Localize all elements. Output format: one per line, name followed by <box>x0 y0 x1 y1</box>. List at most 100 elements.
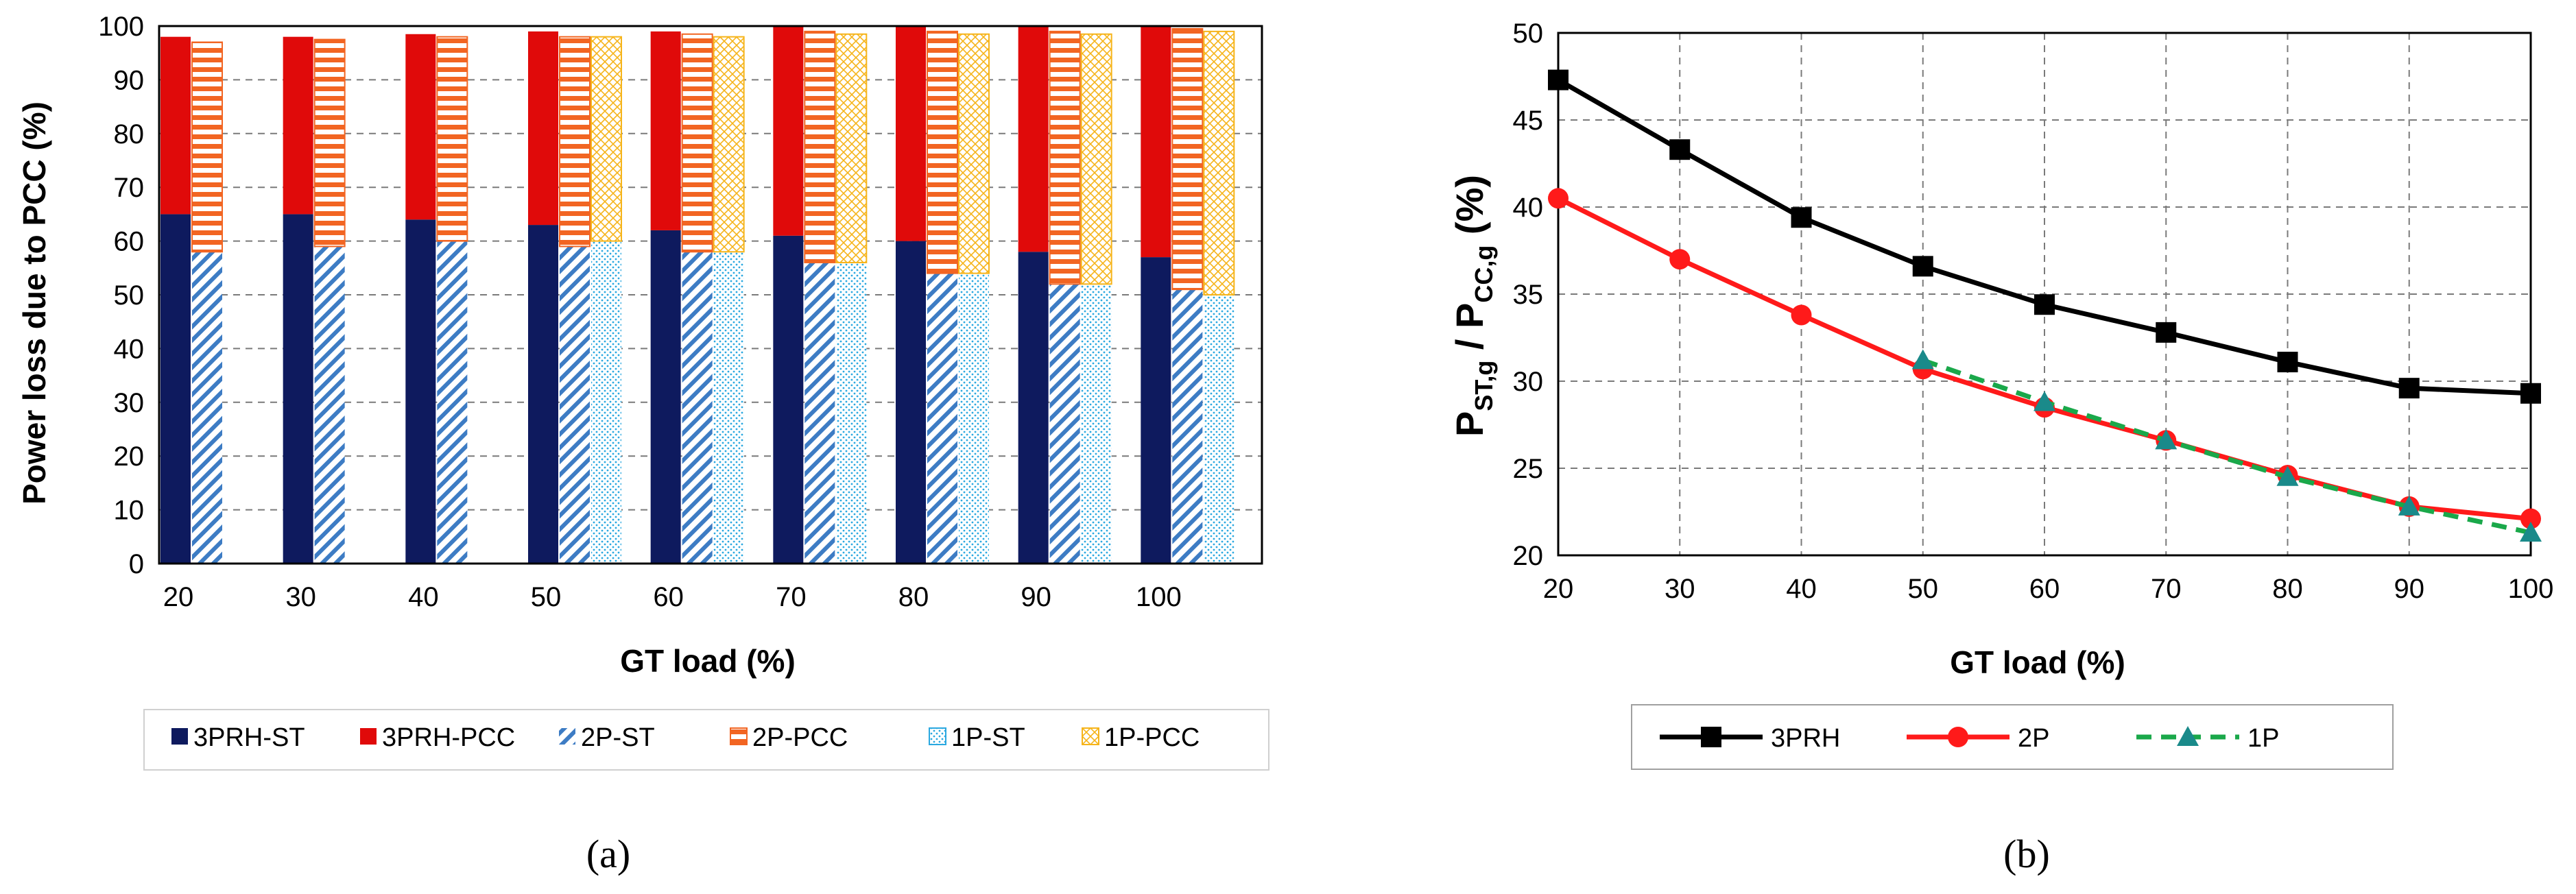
a-x-axis-title: GT load (%) <box>620 643 796 679</box>
b-point-1P-80 <box>2276 466 2299 486</box>
a-legend-swatch-2P-PCC <box>730 727 748 745</box>
a-legend-swatch-1P-ST <box>929 727 946 745</box>
a-legend-label-1P-ST: 1P-ST <box>951 723 1025 752</box>
a-bar-2P-ST-50 <box>560 246 590 564</box>
a-ytick-20: 20 <box>114 442 145 472</box>
a-xtick-60: 60 <box>653 582 684 612</box>
a-bar-3PRH-PCC-80 <box>896 26 926 241</box>
a-bar-2P-PCC-20 <box>191 41 223 253</box>
a-bar-2P-ST-90 <box>1049 284 1080 564</box>
b-ytick-20: 20 <box>1513 541 1544 571</box>
b-ytick-40: 40 <box>1513 193 1544 223</box>
b-xtick-30: 30 <box>1665 574 1695 604</box>
a-bar-2P-PCC-40 <box>436 36 468 242</box>
a-bar-2P-PCC-80 <box>927 30 958 274</box>
b-line-1P <box>1922 358 2531 535</box>
a-bar-1P-PCC-90 <box>1080 33 1112 285</box>
a-bar-3PRH-PCC-20 <box>160 36 191 215</box>
a-bar-1P-PCC-80 <box>958 33 990 274</box>
a-bar-3PRH-ST-60 <box>650 230 681 564</box>
b-plot-frame <box>1557 32 2532 557</box>
b-ytick-45: 45 <box>1513 106 1544 136</box>
a-ytick-0: 0 <box>129 549 144 579</box>
a-bar-3PRH-PCC-50 <box>528 31 558 226</box>
a-bar-2P-ST-60 <box>682 252 713 564</box>
b-point-3PRH-80 <box>2277 352 2298 373</box>
a-ytick-10: 10 <box>114 496 145 526</box>
b-point-3PRH-90 <box>2398 378 2420 399</box>
b-point-1P-60 <box>2034 391 2055 411</box>
a-bar-1P-PCC-50 <box>591 36 622 242</box>
b-ytick-25: 25 <box>1513 454 1544 484</box>
a-legend-swatch-3PRH-ST <box>171 728 188 745</box>
b-legend-label-3PRH: 3PRH <box>1771 724 1840 753</box>
b-panel-label: (b) <box>2003 832 2050 876</box>
a-bar-2P-ST-70 <box>804 262 835 564</box>
a-legend-swatch-2P-ST <box>559 728 575 745</box>
b-ytick-30: 30 <box>1513 367 1544 397</box>
b-point-3PRH-50 <box>1912 256 1933 277</box>
a-tick-labels: 0 10 20 30 40 50 60 70 80 90 100 20 30 40 50 60 70 80 90 10… <box>98 12 1181 612</box>
a-bar-3PRH-ST-20 <box>160 214 191 564</box>
b-ylabel-sub1: ST,g <box>1470 361 1498 411</box>
a-bar-3PRH-ST-40 <box>405 219 436 564</box>
a-legend-label-1P-PCC: 1P-PCC <box>1104 723 1200 752</box>
a-ytick-60: 60 <box>114 227 145 257</box>
b-legend-marker-1P <box>2177 726 2199 746</box>
a-bar-3PRH-PCC-70 <box>773 26 804 236</box>
b-point-2P-20 <box>1548 188 1569 209</box>
a-ytick-80: 80 <box>114 119 145 149</box>
a-legend-swatch-1P-PCC <box>1082 727 1099 745</box>
a-bar-3PRH-ST-50 <box>528 225 558 564</box>
b-point-3PRH-20 <box>1548 69 1569 90</box>
a-legend-label-3PRH-PCC: 3PRH-PCC <box>382 723 515 752</box>
a-xtick-30: 30 <box>285 582 316 612</box>
a-xtick-80: 80 <box>898 582 929 612</box>
a-bar-3PRH-PCC-40 <box>405 34 436 220</box>
b-y-axis-title: PST,g / PCC,g (%) <box>1448 175 1498 437</box>
a-ytick-50: 50 <box>114 280 145 311</box>
a-bar-1P-PCC-60 <box>713 36 745 253</box>
b-axes <box>1557 32 2532 557</box>
b-ytick-35: 35 <box>1513 280 1544 310</box>
a-xtick-20: 20 <box>163 582 194 612</box>
b-xtick-60: 60 <box>2029 574 2060 604</box>
a-bar-3PRH-ST-80 <box>896 241 926 564</box>
b-point-2P-100 <box>2520 508 2541 529</box>
a-bar-3PRH-PCC-30 <box>283 36 313 215</box>
a-legend-label-2P-ST: 2P-ST <box>581 723 655 752</box>
a-xtick-40: 40 <box>408 582 439 612</box>
b-legend-marker-3PRH <box>1701 727 1721 747</box>
a-bars <box>160 26 1235 564</box>
b-point-3PRH-100 <box>2520 383 2541 404</box>
b-xtick-50: 50 <box>1908 574 1939 604</box>
a-xtick-90: 90 <box>1021 582 1051 612</box>
b-ylabel-tail: (%) <box>1448 175 1491 245</box>
b-series-lines <box>1548 69 2542 542</box>
panel-b-line-chart: 20 25 30 35 40 45 50 20 30 40 50 60 70 80 90 100 GT loa… <box>1448 19 2553 876</box>
a-bar-1P-ST-100 <box>1204 295 1235 564</box>
a-ytick-40: 40 <box>114 334 145 364</box>
a-bar-3PRH-ST-90 <box>1018 252 1049 564</box>
a-bar-3PRH-ST-100 <box>1141 257 1171 564</box>
b-ylabel-p1: P <box>1448 411 1491 437</box>
a-axes <box>158 25 1263 565</box>
a-y-axis-title: Power loss due to PCC (%) <box>16 101 52 505</box>
a-bar-2P-PCC-70 <box>804 30 836 263</box>
b-ylabel-mid: / P <box>1448 303 1491 361</box>
a-bar-3PRH-PCC-100 <box>1141 26 1171 258</box>
b-legend-label-1P: 1P <box>2247 724 2279 753</box>
a-bar-2P-PCC-50 <box>559 36 591 247</box>
b-x-axis-title: GT load (%) <box>1950 644 2125 680</box>
a-bar-1P-PCC-70 <box>835 33 868 263</box>
b-point-3PRH-30 <box>1669 139 1691 160</box>
a-bar-3PRH-PCC-60 <box>650 31 681 230</box>
b-point-3PRH-70 <box>2156 322 2177 343</box>
a-legend-label-2P-PCC: 2P-PCC <box>752 723 848 752</box>
b-legend-marker-2P <box>1948 727 1968 747</box>
b-point-2P-40 <box>1791 304 1812 326</box>
b-xtick-40: 40 <box>1786 574 1817 604</box>
b-xtick-100: 100 <box>2508 574 2554 604</box>
b-point-3PRH-40 <box>1791 207 1812 228</box>
